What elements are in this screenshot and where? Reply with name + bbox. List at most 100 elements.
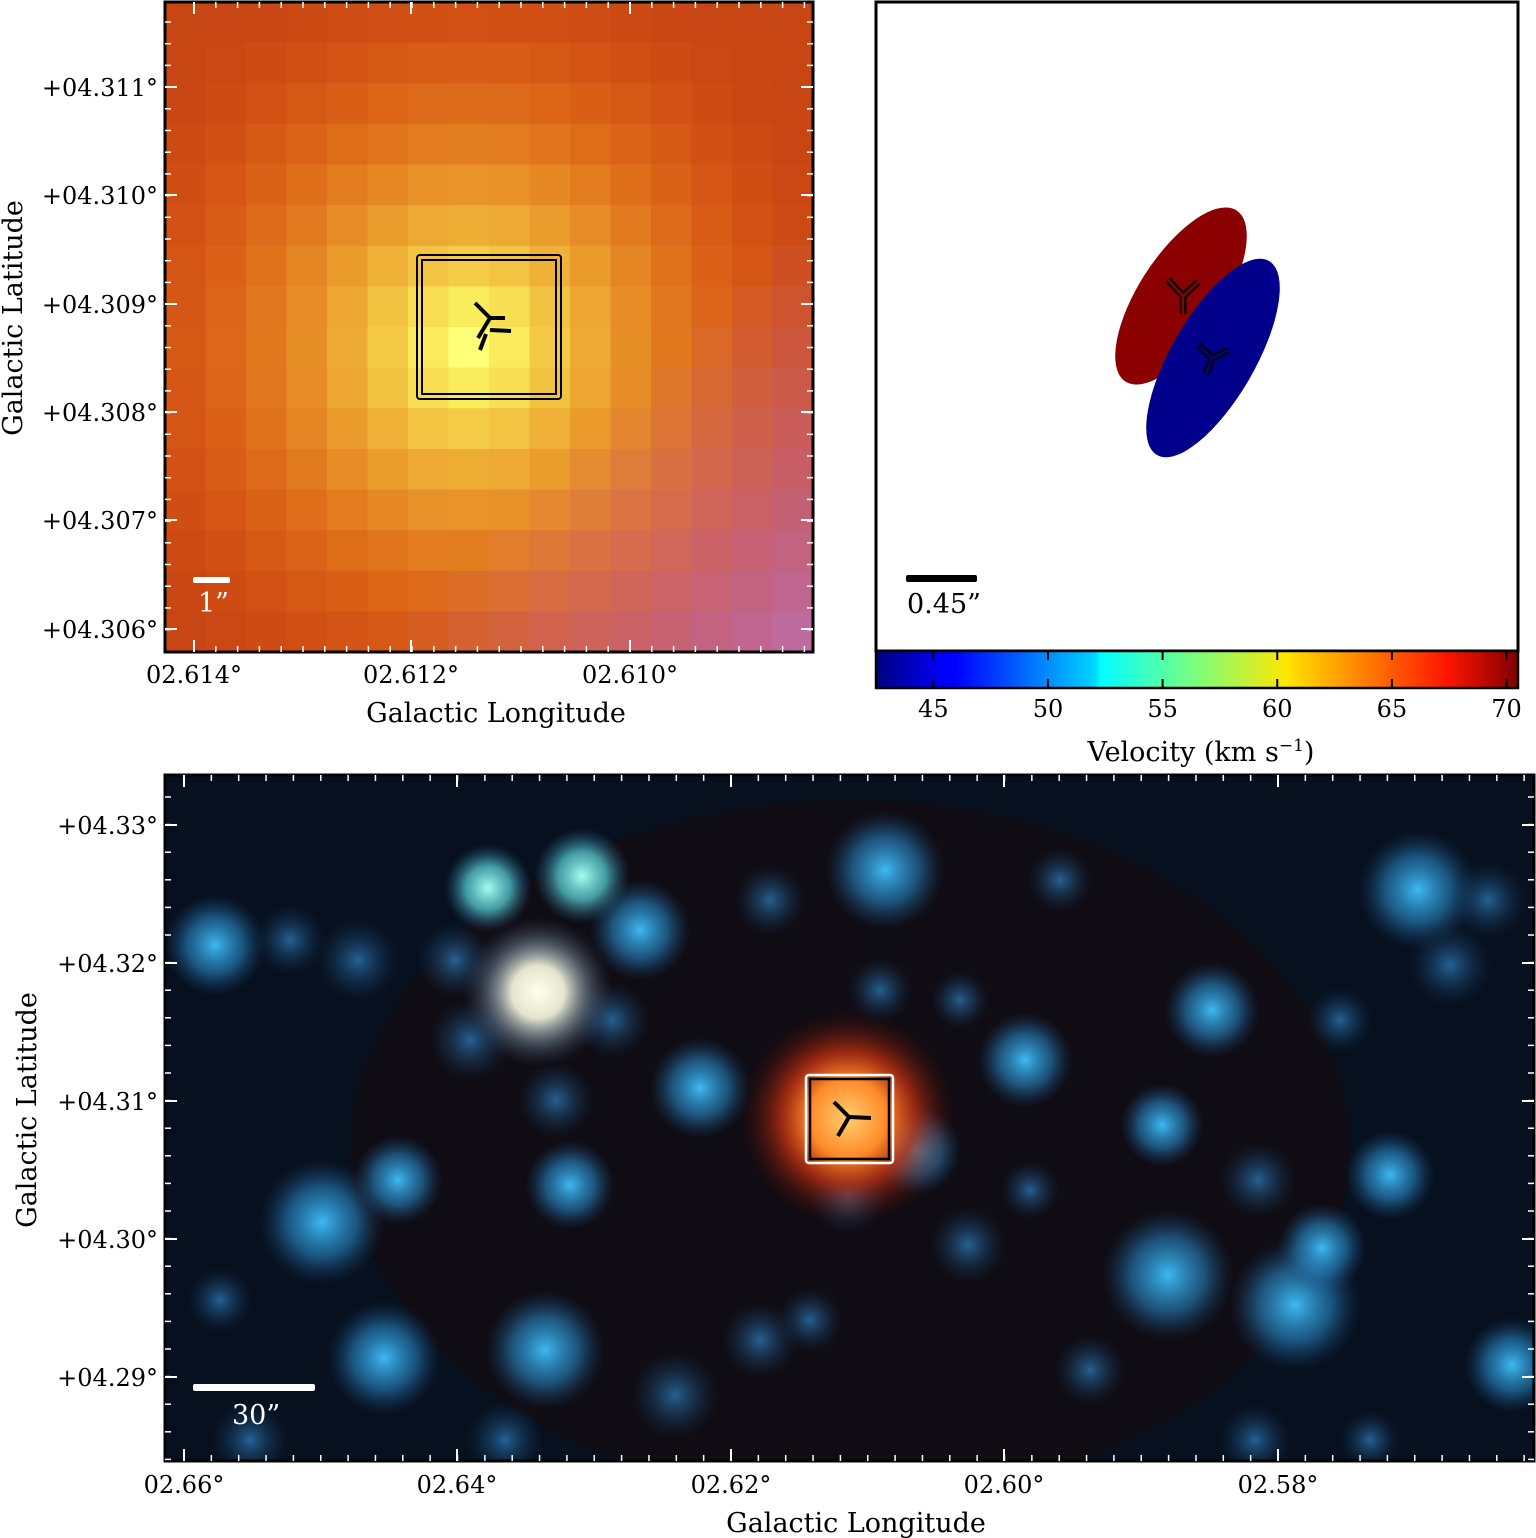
image-pixel	[327, 367, 369, 409]
image-pixel	[651, 205, 693, 247]
image-pixel	[732, 408, 774, 450]
image-pixel	[327, 530, 369, 572]
image-pixel	[772, 408, 814, 450]
image-pixel	[772, 489, 814, 531]
star	[353, 1135, 443, 1225]
image-pixel	[610, 327, 652, 369]
panel-a-ytick: +04.310°	[42, 182, 158, 210]
image-pixel	[448, 530, 490, 572]
image-pixel	[448, 42, 490, 84]
panel-c-ytick: +04.32°	[57, 950, 158, 978]
image-pixel	[246, 164, 288, 206]
image-pixel	[286, 327, 328, 369]
image-pixel	[732, 327, 774, 369]
image-pixel	[570, 164, 612, 206]
image-pixel	[772, 530, 814, 572]
image-pixel	[570, 286, 612, 328]
image-pixel	[732, 245, 774, 287]
image-pixel	[246, 530, 288, 572]
image-pixel	[570, 327, 612, 369]
image-pixel	[205, 448, 247, 491]
image-pixel	[327, 611, 369, 653]
colorbar-tick-label: 60	[1262, 695, 1293, 723]
star	[485, 1290, 605, 1410]
star	[211, 1401, 289, 1461]
image-pixel	[570, 2, 612, 44]
image-pixel	[651, 570, 693, 612]
image-pixel	[570, 205, 612, 247]
image-pixel	[246, 327, 288, 369]
image-pixel	[691, 83, 733, 125]
image-pixel	[489, 570, 531, 612]
image-pixel	[529, 123, 571, 166]
panel-a-xtick: 02.612°	[363, 661, 459, 689]
image-pixel	[651, 286, 693, 328]
image-pixel	[448, 123, 490, 166]
star	[327, 1301, 441, 1415]
star	[1464, 1317, 1534, 1413]
image-pixel	[165, 2, 207, 44]
image-pixel	[651, 42, 693, 84]
star	[734, 864, 806, 936]
colorbar-tick-label: 55	[1147, 695, 1178, 723]
image-pixel	[529, 448, 571, 491]
image-pixel	[246, 2, 288, 44]
tri-marker-icon	[832, 1100, 872, 1138]
panel-c-frame	[163, 773, 1536, 1463]
image-pixel	[246, 367, 288, 409]
panel-c-ytick: +04.31°	[57, 1088, 158, 1116]
image-pixel	[448, 2, 490, 44]
panel-c-ytick: +04.30°	[57, 1226, 158, 1254]
image-pixel	[610, 2, 652, 44]
image-pixel	[772, 327, 814, 369]
image-pixel	[408, 489, 450, 531]
image-pixel	[205, 367, 247, 409]
image-pixel	[448, 286, 490, 328]
image-pixel	[489, 530, 531, 572]
panel-c-scale-bar	[193, 1384, 315, 1391]
image-pixel	[489, 2, 531, 44]
tri-marker-icon	[1197, 344, 1229, 375]
star	[1027, 847, 1093, 913]
image-pixel	[691, 570, 733, 612]
star	[466, 1401, 544, 1461]
image-pixel	[529, 408, 571, 450]
image-pixel	[529, 570, 571, 612]
image-pixel	[529, 164, 571, 206]
image-pixel	[205, 2, 247, 44]
image-pixel	[732, 611, 774, 653]
image-pixel	[529, 205, 571, 247]
image-pixel	[205, 530, 247, 572]
image-pixel	[570, 611, 612, 653]
image-pixel	[246, 448, 288, 491]
image-pixel	[691, 42, 733, 84]
panel-c-ytick: +04.33°	[57, 812, 158, 840]
image-pixel	[772, 448, 814, 491]
image-pixel	[489, 123, 531, 166]
image-pixel	[367, 286, 409, 328]
image-pixel	[610, 164, 652, 206]
image-pixel	[610, 367, 652, 409]
image-pixel	[691, 286, 733, 328]
image-pixel	[570, 570, 612, 612]
panel-c-xtick: 02.66°	[144, 1471, 225, 1499]
image-pixel	[367, 123, 409, 166]
star	[259, 1159, 385, 1285]
image-pixel	[367, 367, 409, 409]
image-pixel	[651, 2, 693, 44]
star	[1120, 1083, 1204, 1167]
image-pixel	[489, 42, 531, 84]
image-pixel	[529, 530, 571, 572]
image-pixel	[327, 164, 369, 206]
image-pixel	[367, 570, 409, 612]
star	[517, 1061, 595, 1139]
image-pixel	[489, 489, 531, 531]
image-pixel	[205, 42, 247, 84]
image-pixel	[610, 530, 652, 572]
image-pixel	[529, 489, 571, 531]
source-box-outer	[416, 254, 562, 400]
image-pixel	[165, 611, 207, 653]
image-pixel	[246, 123, 288, 166]
image-pixel	[286, 245, 328, 287]
image-pixel	[651, 530, 693, 572]
